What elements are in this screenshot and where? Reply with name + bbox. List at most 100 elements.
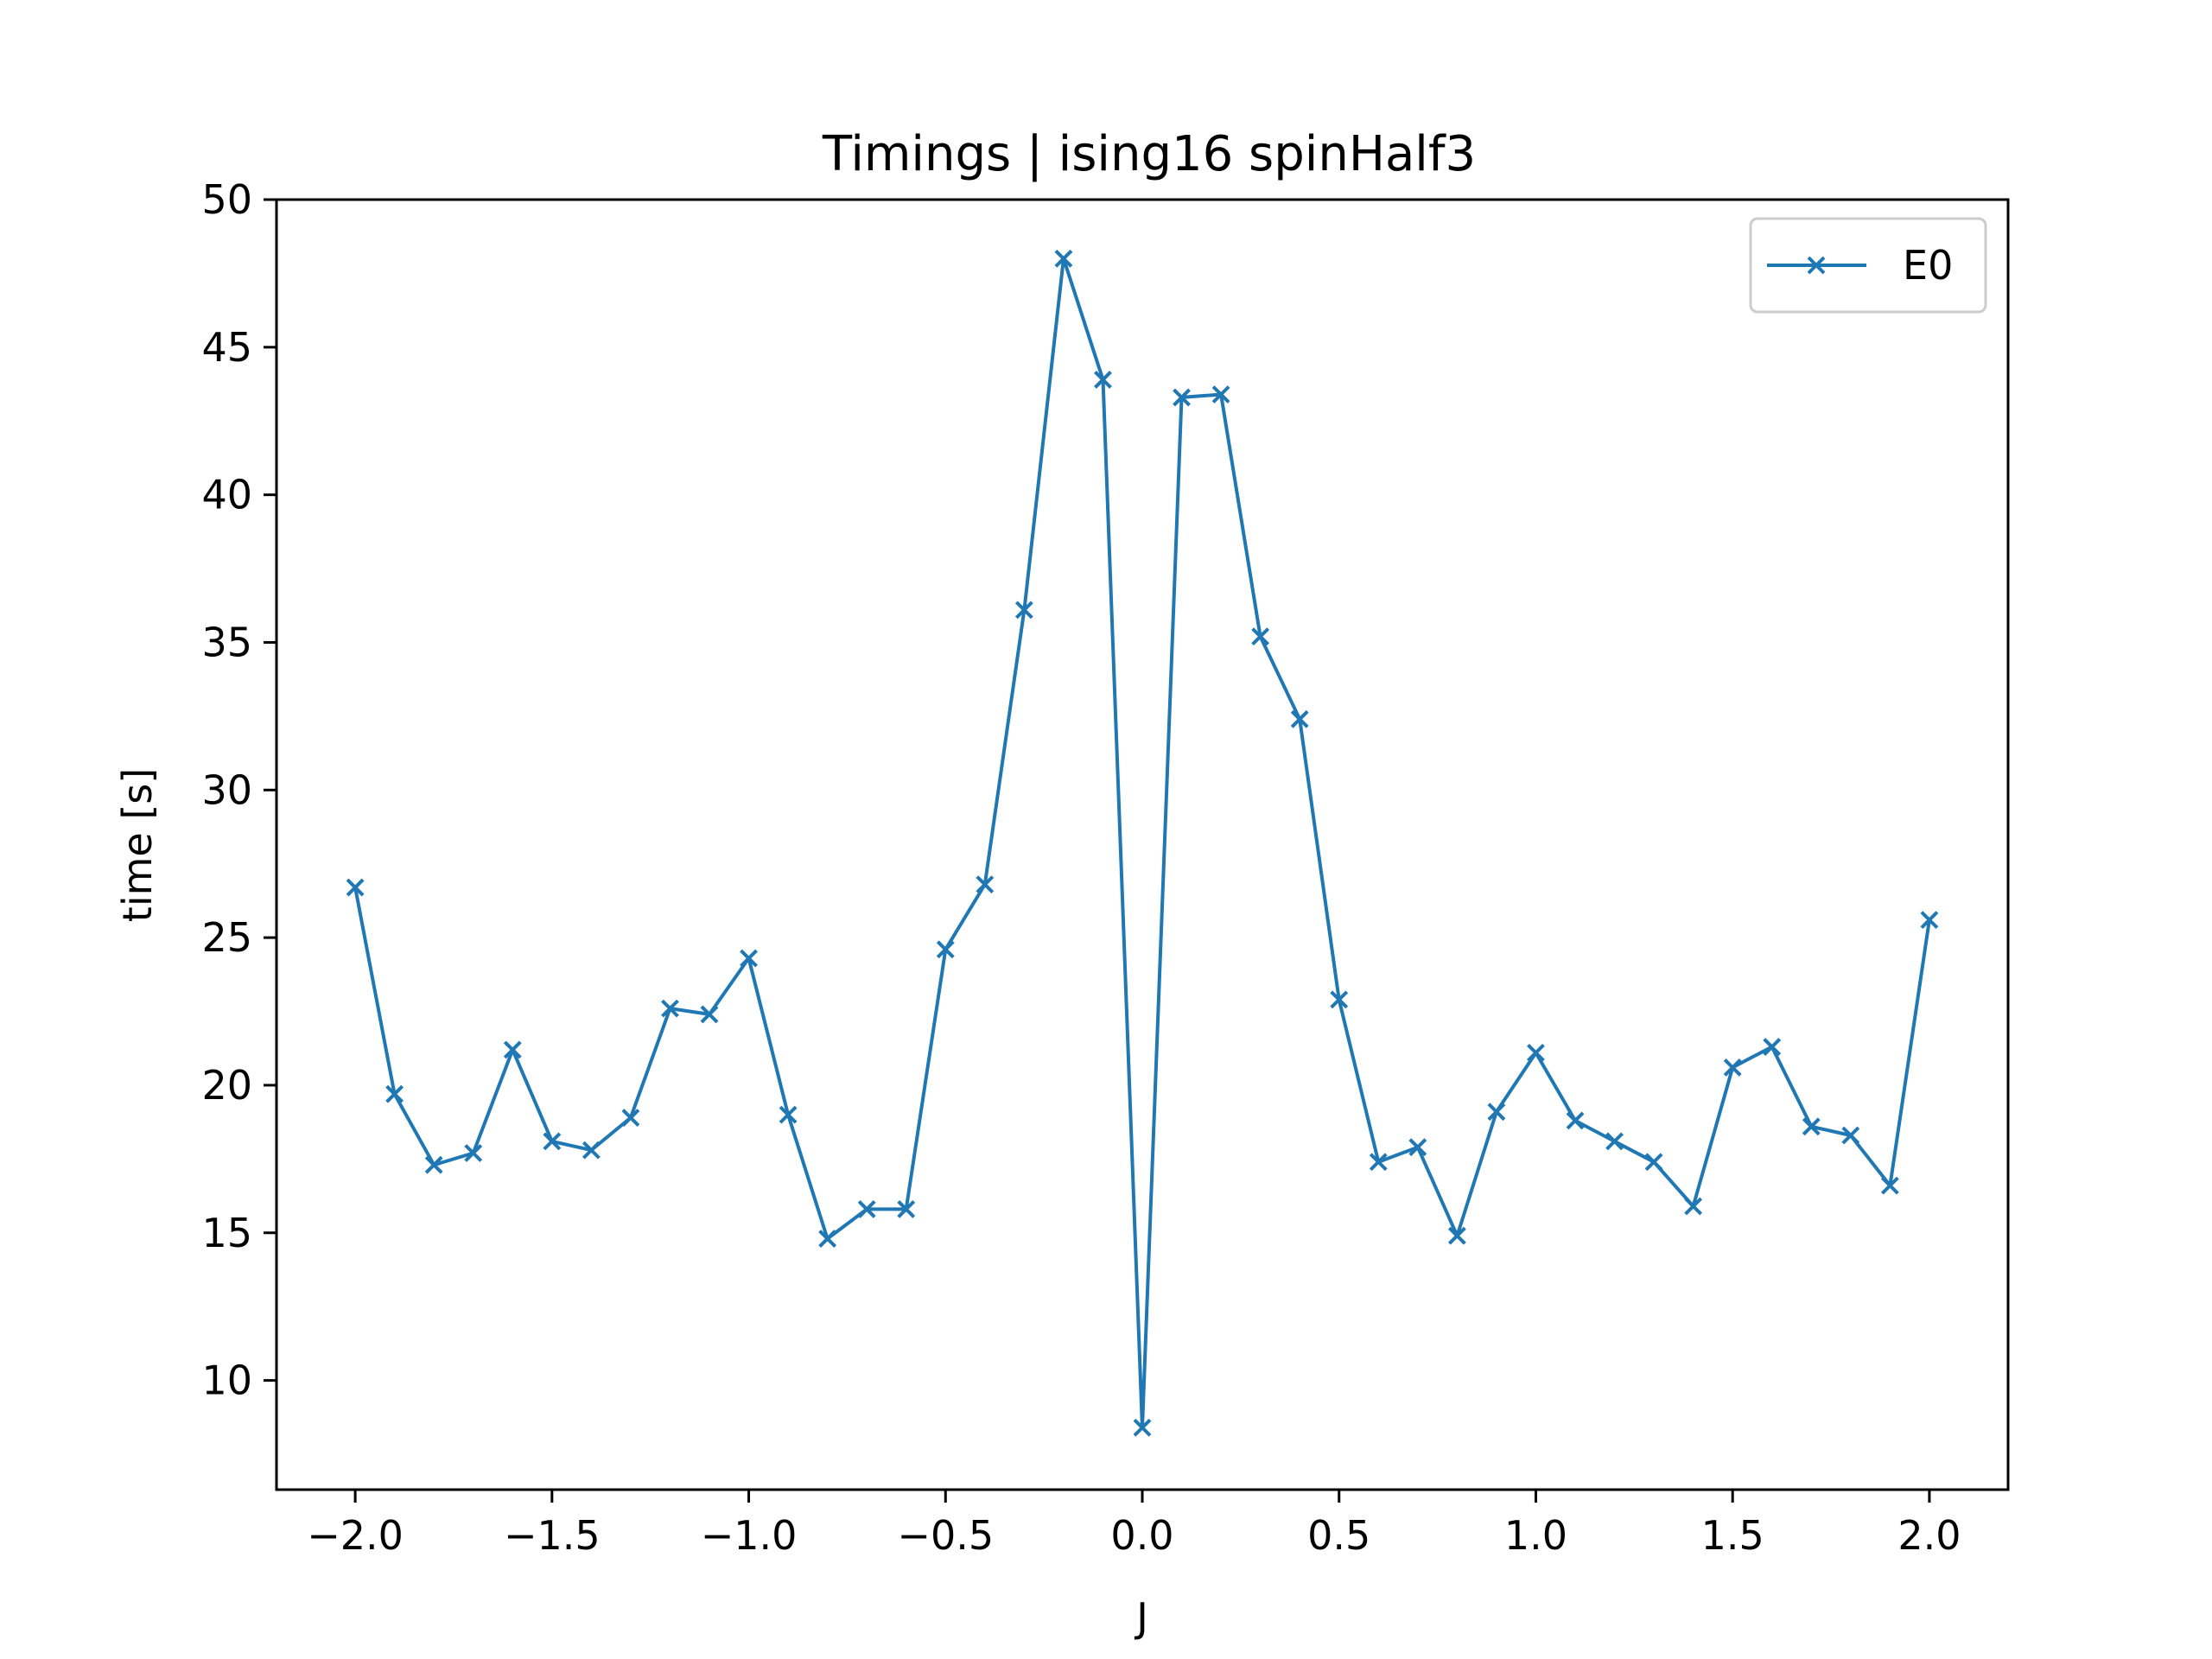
data-point [464, 1144, 483, 1162]
marker-stroke [1487, 1103, 1506, 1122]
marker-stroke [543, 1132, 562, 1151]
marker-stroke [1605, 1132, 1624, 1151]
marker-stroke [346, 878, 365, 897]
data-point [582, 1141, 601, 1160]
legend: E0 [1749, 217, 1987, 314]
marker-stroke [1807, 256, 1826, 275]
data-point [1763, 1038, 1782, 1056]
data-point [543, 1132, 562, 1151]
data-point [1644, 1153, 1663, 1172]
data-point [1880, 1176, 1899, 1195]
y-tick-label: 25 [201, 914, 252, 961]
marker-stroke [1369, 1153, 1388, 1172]
data-point [1841, 1126, 1860, 1145]
x-tick-label: −2.0 [307, 1512, 404, 1559]
y-tick-label: 20 [201, 1062, 252, 1109]
data-point [1527, 1043, 1545, 1062]
data-point [1094, 370, 1112, 389]
data-point [1920, 911, 1939, 930]
y-tick-label: 35 [201, 619, 252, 665]
marker-stroke [1684, 1197, 1703, 1216]
data-point [976, 875, 995, 894]
y-axis: 10 15 20 25 30 35 40 45 50 [201, 176, 276, 1404]
data-point [1684, 1197, 1703, 1216]
data-point [700, 1005, 719, 1024]
y-tick-label: 10 [201, 1357, 252, 1404]
legend-x-marker [1807, 256, 1826, 275]
y-tick-label: 50 [201, 176, 252, 223]
data-point [779, 1105, 798, 1124]
marker-stroke [1251, 627, 1270, 646]
data-point [1447, 1226, 1466, 1245]
data-point [503, 1040, 522, 1059]
x-axis-label: J [1134, 1594, 1148, 1641]
marker-stroke [1763, 1038, 1782, 1056]
x-tick-label: 0.5 [1307, 1512, 1370, 1559]
marker-stroke [1802, 1117, 1821, 1136]
marker-stroke [661, 999, 679, 1018]
marker-stroke [1408, 1138, 1427, 1157]
marker-stroke [1054, 249, 1073, 268]
data-point [661, 999, 679, 1018]
y-tick-label: 30 [201, 766, 252, 813]
data-point [1487, 1103, 1506, 1122]
marker-stroke [740, 949, 758, 968]
series-e0 [346, 249, 1939, 1437]
data-point [936, 940, 955, 959]
marker-stroke [976, 875, 995, 894]
x-tick-label: 2.0 [1897, 1512, 1961, 1559]
data-point [1408, 1138, 1427, 1157]
marker-stroke [1133, 1418, 1152, 1437]
x-tick-label: 1.5 [1701, 1512, 1764, 1559]
data-point [1802, 1117, 1821, 1136]
data-point [1173, 388, 1191, 407]
data-point [1133, 1418, 1152, 1437]
marker-stroke [936, 940, 955, 959]
marker-stroke [1330, 990, 1349, 1009]
data-point [385, 1084, 404, 1103]
x-tick-label: −1.0 [701, 1512, 798, 1559]
marker-stroke [1094, 370, 1112, 389]
marker-stroke [424, 1155, 443, 1174]
marker-stroke [1290, 709, 1309, 728]
marker-stroke [621, 1109, 640, 1127]
data-point [897, 1200, 916, 1218]
data-point [424, 1155, 443, 1174]
marker-stroke [1566, 1111, 1585, 1130]
data-point [1014, 601, 1033, 620]
y-axis-label: time [s] [114, 768, 161, 922]
x-tick-label: −1.5 [504, 1512, 601, 1559]
y-tick-label: 45 [201, 324, 252, 371]
marker-stroke [1841, 1126, 1860, 1145]
data-point [818, 1230, 837, 1249]
marker-stroke [1920, 911, 1939, 930]
marker-stroke [1014, 601, 1033, 620]
x-tick-label: 1.0 [1504, 1512, 1567, 1559]
data-point [740, 949, 758, 968]
data-point [1605, 1132, 1624, 1151]
data-point [1723, 1058, 1742, 1077]
marker-stroke [779, 1105, 798, 1124]
data-point [346, 878, 365, 897]
marker-stroke [897, 1200, 916, 1218]
marker-stroke [1723, 1058, 1742, 1077]
x-axis: −2.0 −1.5 −1.0 −0.5 0.0 0.5 1.0 1.5 2.0 [307, 1490, 1961, 1559]
marker-stroke [1527, 1043, 1545, 1062]
marker-stroke [1211, 385, 1230, 404]
legend-label-e0: E0 [1903, 242, 1953, 289]
marker-stroke [857, 1200, 876, 1218]
marker-stroke [582, 1141, 601, 1160]
marker-stroke [503, 1040, 522, 1059]
data-point [1290, 709, 1309, 728]
marker-stroke [1880, 1176, 1899, 1195]
data-point [1211, 385, 1230, 404]
marker-stroke [1447, 1226, 1466, 1245]
data-point [621, 1109, 640, 1127]
data-point [1369, 1153, 1388, 1172]
chart-title: Timings | ising16 spinHalf3 [822, 126, 1476, 182]
plot-area: −2.0 −1.5 −1.0 −0.5 0.0 0.5 1.0 1.5 2.0 10 15 20 25… [201, 176, 2010, 1559]
y-tick-label: 15 [201, 1210, 252, 1256]
data-point [857, 1200, 876, 1218]
marker-stroke [1644, 1153, 1663, 1172]
y-tick-label: 40 [201, 472, 252, 518]
